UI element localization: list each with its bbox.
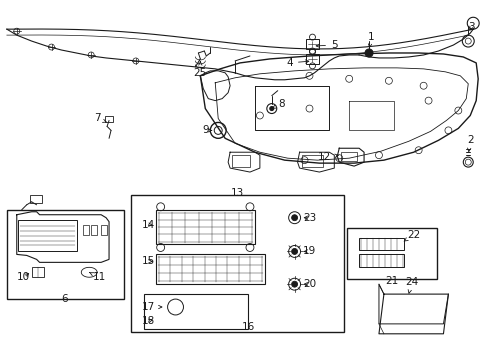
Text: 11: 11 bbox=[89, 272, 105, 282]
Bar bbox=[91, 225, 97, 235]
Bar bbox=[18, 220, 77, 251]
Text: 2: 2 bbox=[466, 135, 472, 152]
Circle shape bbox=[291, 248, 297, 255]
Text: 24: 24 bbox=[404, 277, 417, 293]
Bar bbox=[155, 255, 264, 284]
Bar bbox=[32, 267, 43, 277]
Bar bbox=[358, 238, 403, 251]
Text: 7: 7 bbox=[94, 113, 106, 123]
Bar bbox=[131, 195, 344, 332]
Text: 9: 9 bbox=[202, 125, 211, 135]
Text: 21: 21 bbox=[385, 276, 398, 286]
Text: 3: 3 bbox=[467, 22, 473, 32]
Bar bbox=[30, 195, 41, 203]
Text: 4: 4 bbox=[286, 58, 308, 68]
Text: 22: 22 bbox=[404, 230, 420, 241]
Text: 12: 12 bbox=[317, 152, 338, 162]
Bar bbox=[358, 255, 403, 267]
Text: 19: 19 bbox=[302, 247, 315, 256]
Text: 6: 6 bbox=[61, 294, 67, 304]
Bar bbox=[155, 210, 254, 244]
Bar bbox=[346, 228, 436, 279]
Bar bbox=[341, 152, 356, 161]
Text: 25: 25 bbox=[193, 62, 206, 78]
Text: 10: 10 bbox=[17, 272, 30, 282]
Circle shape bbox=[291, 215, 297, 221]
Bar bbox=[301, 155, 323, 167]
Text: 20: 20 bbox=[302, 279, 315, 289]
Bar bbox=[143, 294, 247, 329]
Text: 18: 18 bbox=[142, 316, 155, 326]
Bar bbox=[7, 210, 123, 299]
Circle shape bbox=[365, 49, 372, 57]
Circle shape bbox=[291, 281, 297, 287]
Text: 13: 13 bbox=[230, 188, 243, 198]
Circle shape bbox=[269, 107, 273, 111]
Bar bbox=[101, 225, 107, 235]
Bar bbox=[83, 225, 89, 235]
Bar bbox=[305, 39, 319, 49]
Text: 1: 1 bbox=[367, 32, 373, 48]
Text: 23: 23 bbox=[302, 213, 315, 223]
Text: 14: 14 bbox=[142, 220, 155, 230]
Bar bbox=[232, 155, 249, 167]
Bar bbox=[305, 54, 319, 64]
Bar bbox=[105, 117, 113, 122]
Text: 17: 17 bbox=[142, 302, 162, 312]
Text: 16: 16 bbox=[241, 322, 254, 332]
Text: 8: 8 bbox=[272, 99, 285, 109]
Polygon shape bbox=[378, 294, 447, 334]
Text: 5: 5 bbox=[316, 40, 337, 50]
Text: 15: 15 bbox=[142, 256, 155, 266]
